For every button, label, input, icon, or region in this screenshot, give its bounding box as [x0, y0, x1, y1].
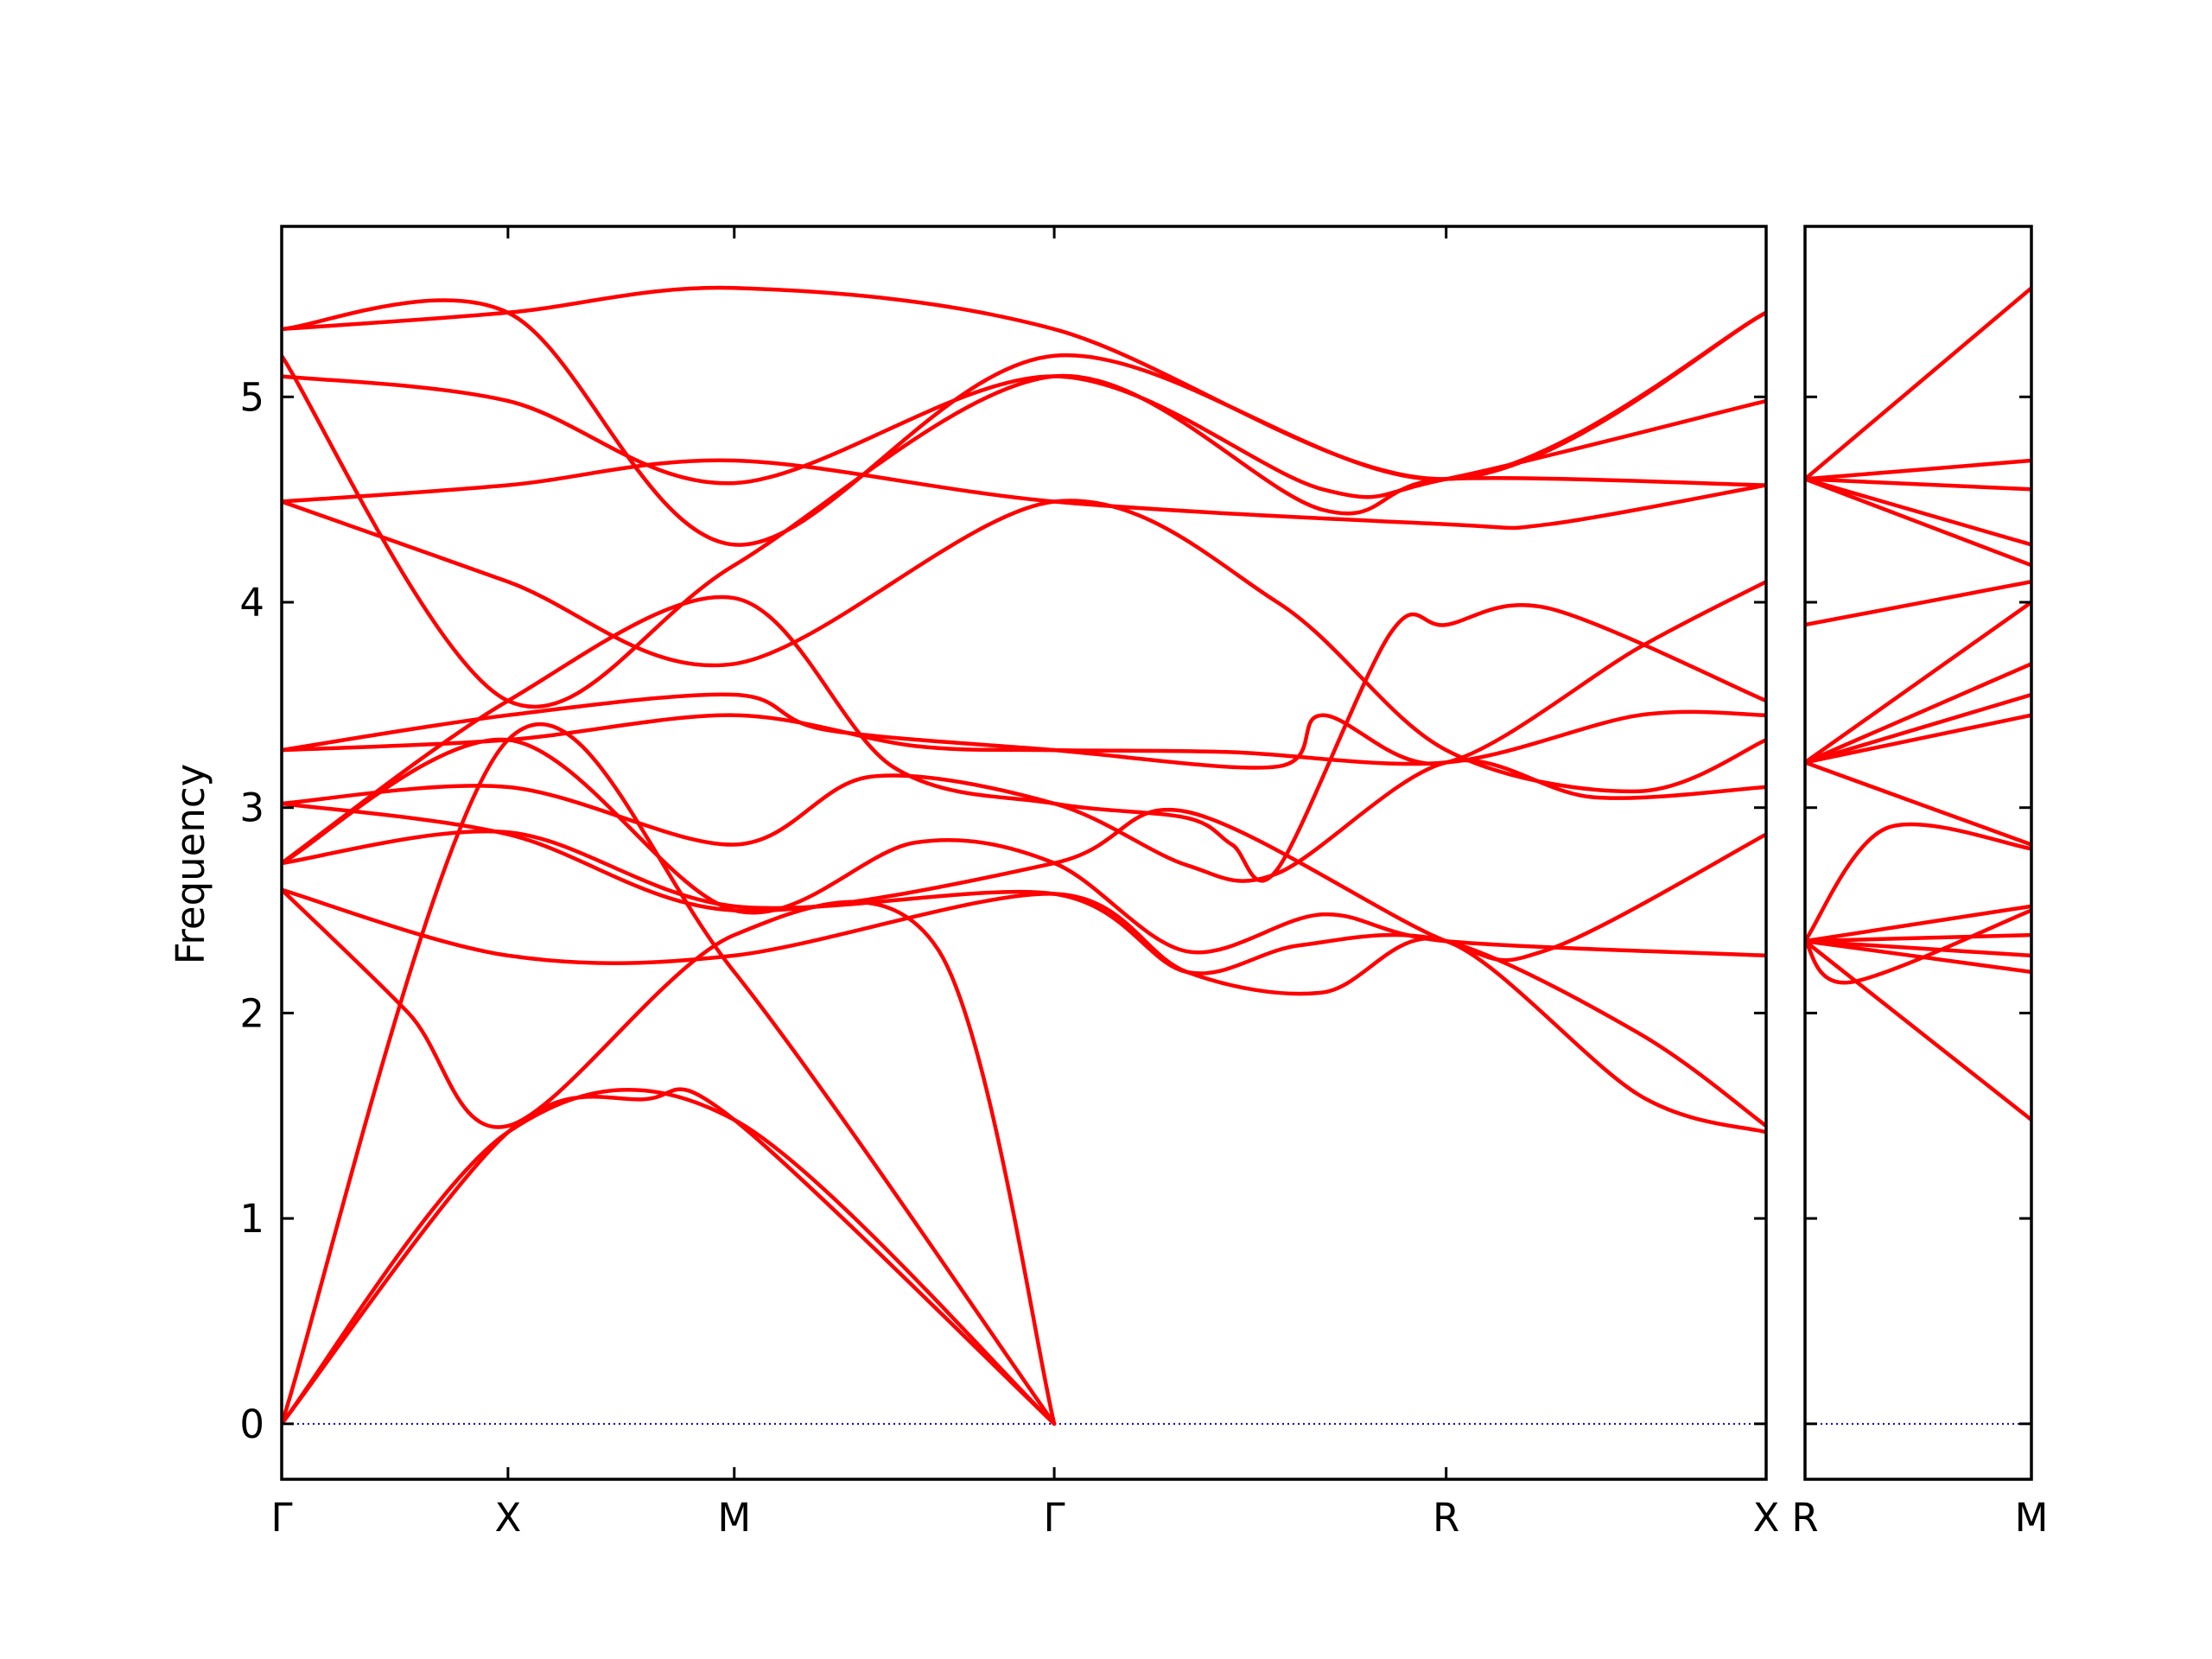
- band-line-12: [282, 458, 1766, 531]
- band-line-16: [1805, 458, 2031, 481]
- band-line-4: [282, 887, 1766, 1135]
- x-tick-label: R: [1791, 1495, 1818, 1541]
- band-line-12: [1805, 579, 2031, 627]
- band-line-4: [1805, 908, 2031, 985]
- y-tick-label: 5: [239, 374, 264, 420]
- band-line-8: [282, 758, 1766, 883]
- band-line-11: [282, 594, 1766, 883]
- band-series: [282, 285, 1766, 1427]
- band-line-3: [282, 887, 1057, 1427]
- plot-frame: [1803, 225, 2033, 1481]
- band-line-10: [282, 579, 1766, 770]
- x-tick-label: Γ: [270, 1495, 292, 1541]
- band-line-3: [1805, 932, 2031, 944]
- band-line-0: [1805, 938, 2031, 1122]
- band-line-7: [1805, 760, 2031, 847]
- y-tick-label: 1: [239, 1196, 264, 1242]
- x-tick-label: X: [494, 1495, 521, 1541]
- band-line-15: [282, 353, 1766, 709]
- plot-frame: [280, 225, 1768, 1481]
- band-line-5: [282, 829, 1766, 1128]
- x-tick-label: R: [1433, 1495, 1459, 1541]
- x-tick-label: M: [717, 1495, 751, 1541]
- band-line-10: [1805, 662, 2031, 765]
- band-line-5: [1805, 904, 2031, 944]
- band-line-2: [1805, 938, 2031, 958]
- band-line-6: [1805, 822, 2031, 944]
- x-tick-label: Γ: [1044, 1495, 1065, 1541]
- band-line-17: [282, 285, 1766, 481]
- y-tick-label: 3: [239, 785, 264, 831]
- band-line-17: [1805, 286, 2031, 481]
- panel-main: Γ X M Γ R X 0 1 2 3 4 5: [239, 225, 1780, 1541]
- band-series: [1805, 286, 2031, 1122]
- band-line-13: [282, 499, 1766, 794]
- x-tick-label: X: [1753, 1495, 1780, 1541]
- y-axis-title: Frequency: [168, 764, 213, 964]
- band-line-15: [1805, 477, 2031, 492]
- band-line-6: [282, 737, 1766, 958]
- band-line-2: [282, 722, 1057, 1427]
- band-line-0: [282, 1087, 1057, 1427]
- band-line-13: [1805, 477, 2031, 568]
- band-line-1: [282, 1087, 1057, 1427]
- band-line-7: [282, 801, 1766, 963]
- y-tick-label: 0: [239, 1402, 264, 1447]
- y-tick-label: 4: [239, 580, 264, 626]
- band-line-9: [1805, 692, 2031, 765]
- x-tick-label: M: [2015, 1495, 2049, 1541]
- band-line-11: [1805, 600, 2031, 765]
- band-line-14: [1805, 477, 2031, 547]
- y-tick-label: 2: [239, 990, 264, 1036]
